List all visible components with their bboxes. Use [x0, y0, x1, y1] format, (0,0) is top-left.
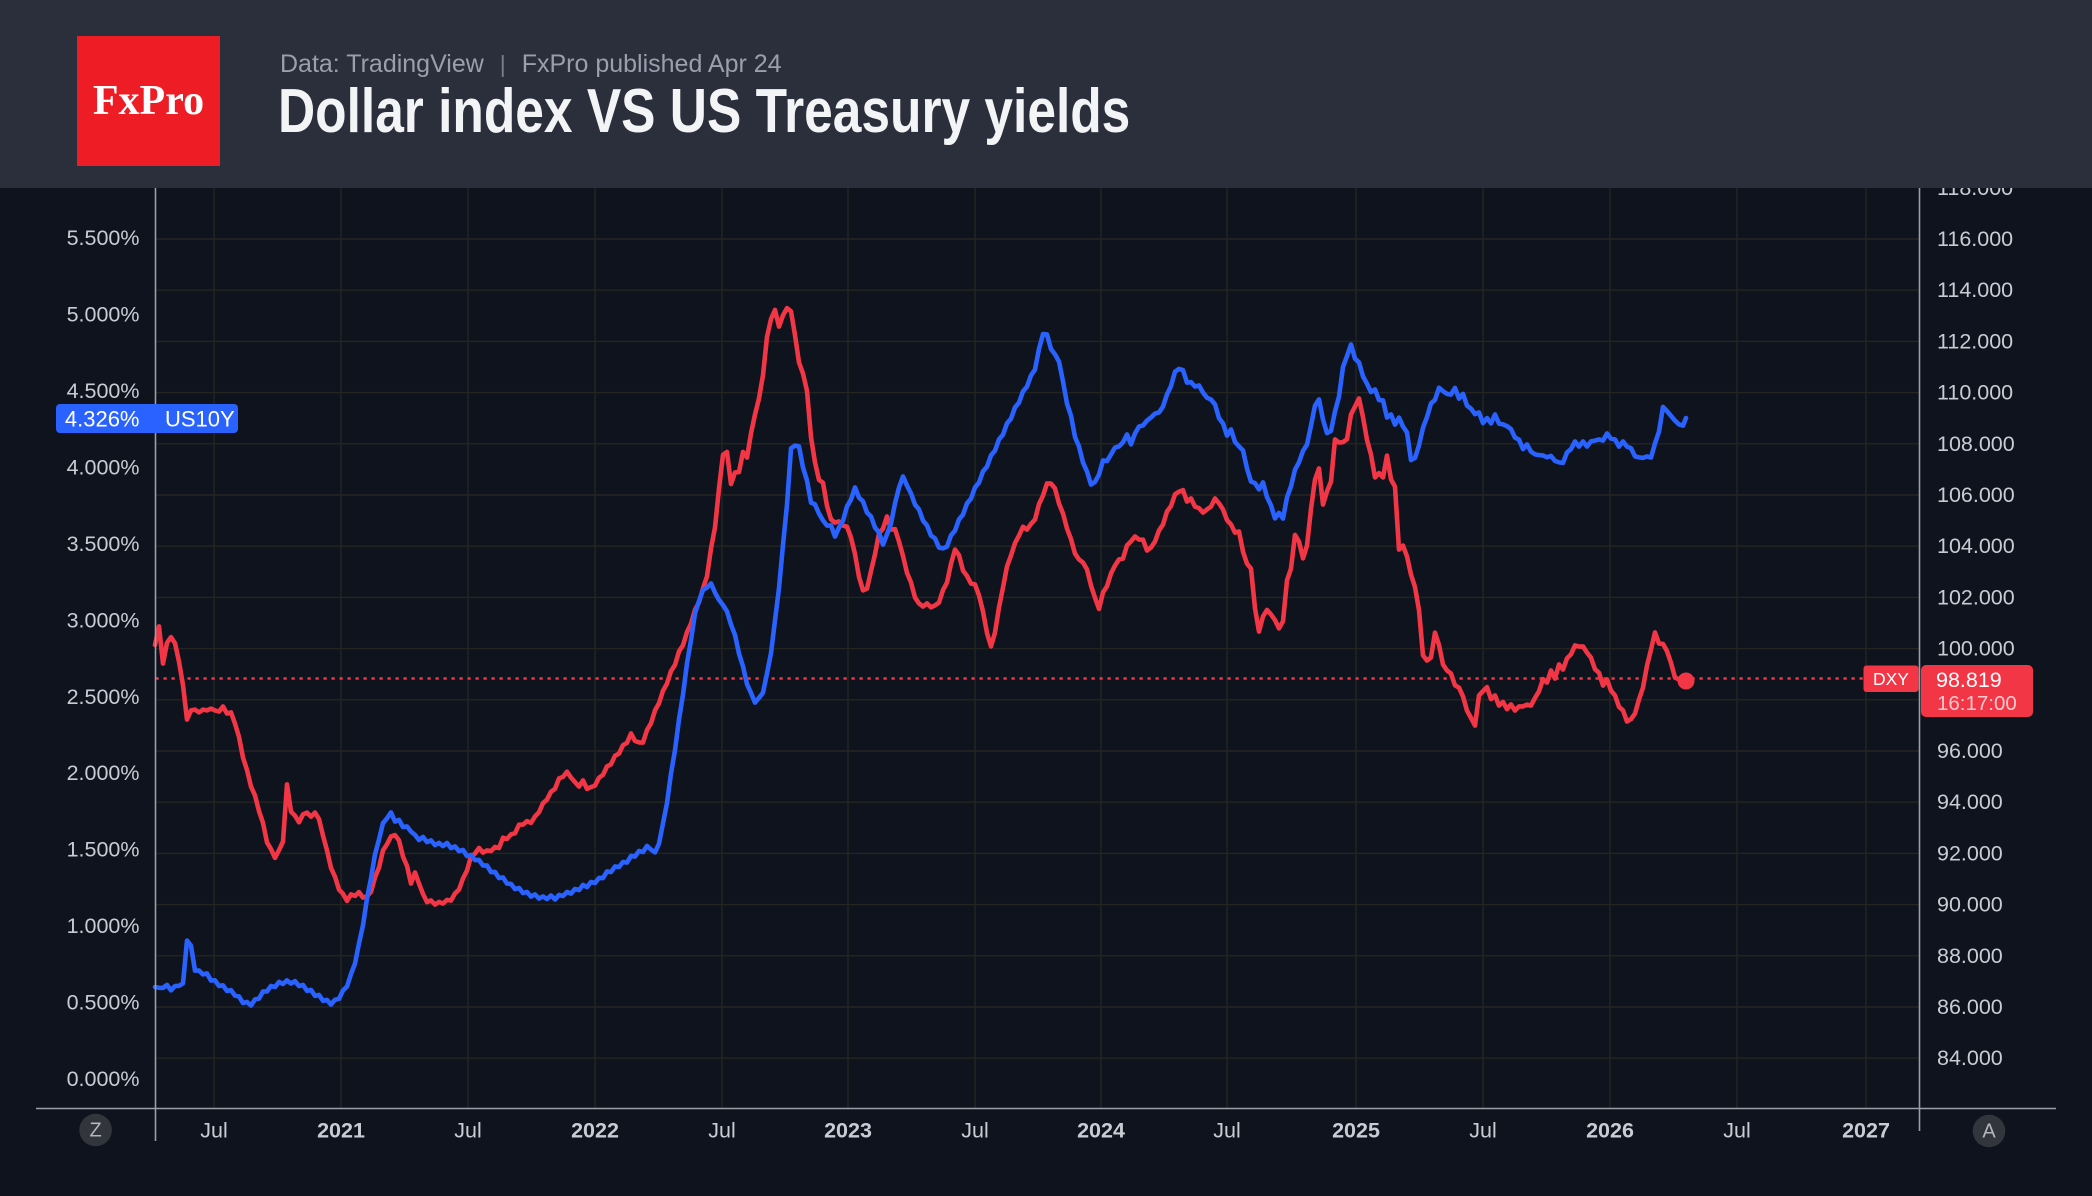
svg-text:Z: Z — [89, 1120, 101, 1142]
svg-text:112.000: 112.000 — [1937, 329, 2013, 353]
svg-text:16:17:00: 16:17:00 — [1937, 692, 2017, 715]
svg-text:2021: 2021 — [317, 1119, 365, 1143]
svg-text:94.000: 94.000 — [1937, 790, 2003, 814]
svg-text:Jul: Jul — [1723, 1119, 1750, 1143]
svg-text:Jul: Jul — [454, 1119, 481, 1143]
svg-text:110.000: 110.000 — [1937, 381, 2013, 405]
svg-text:108.000: 108.000 — [1937, 432, 2015, 456]
svg-text:102.000: 102.000 — [1937, 585, 2015, 609]
svg-text:2026: 2026 — [1586, 1119, 1634, 1143]
svg-text:Jul: Jul — [961, 1119, 988, 1143]
svg-text:4.500%: 4.500% — [67, 379, 140, 403]
svg-text:5.500%: 5.500% — [67, 226, 140, 250]
svg-text:2023: 2023 — [824, 1119, 872, 1143]
svg-text:2027: 2027 — [1842, 1119, 1890, 1143]
svg-text:98.819: 98.819 — [1936, 668, 2002, 692]
svg-text:2025: 2025 — [1332, 1119, 1380, 1143]
svg-text:100.000: 100.000 — [1937, 637, 2015, 661]
svg-text:5.000%: 5.000% — [67, 303, 140, 327]
svg-text:DXY: DXY — [1873, 669, 1909, 689]
svg-text:1.000%: 1.000% — [67, 914, 140, 938]
svg-text:A: A — [1982, 1121, 1996, 1143]
svg-text:106.000: 106.000 — [1937, 483, 2015, 507]
svg-text:4.000%: 4.000% — [67, 455, 140, 479]
svg-text:Jul: Jul — [1213, 1119, 1240, 1143]
svg-text:Jul: Jul — [1469, 1119, 1496, 1143]
svg-text:114.000: 114.000 — [1937, 278, 2013, 302]
svg-text:96.000: 96.000 — [1937, 739, 2003, 763]
svg-text:0.500%: 0.500% — [67, 991, 140, 1015]
svg-text:90.000: 90.000 — [1937, 893, 2003, 917]
svg-text:104.000: 104.000 — [1937, 534, 2015, 558]
svg-text:2.000%: 2.000% — [67, 761, 140, 785]
svg-text:116.000: 116.000 — [1937, 227, 2013, 251]
svg-text:92.000: 92.000 — [1937, 841, 2003, 865]
svg-text:0.000%: 0.000% — [67, 1067, 140, 1091]
svg-text:84.000: 84.000 — [1937, 1046, 2003, 1070]
svg-text:3.500%: 3.500% — [67, 532, 140, 556]
svg-text:2024: 2024 — [1077, 1119, 1125, 1143]
svg-text:Jul: Jul — [200, 1119, 227, 1143]
svg-text:2.500%: 2.500% — [67, 685, 140, 709]
svg-text:3.000%: 3.000% — [67, 608, 140, 632]
svg-text:US10Y: US10Y — [165, 407, 235, 432]
svg-text:88.000: 88.000 — [1937, 944, 2003, 968]
svg-text:2022: 2022 — [571, 1119, 619, 1143]
svg-text:1.500%: 1.500% — [67, 838, 140, 862]
svg-text:4.326%: 4.326% — [65, 407, 140, 432]
svg-text:86.000: 86.000 — [1937, 995, 2003, 1019]
svg-text:Jul: Jul — [708, 1119, 735, 1143]
